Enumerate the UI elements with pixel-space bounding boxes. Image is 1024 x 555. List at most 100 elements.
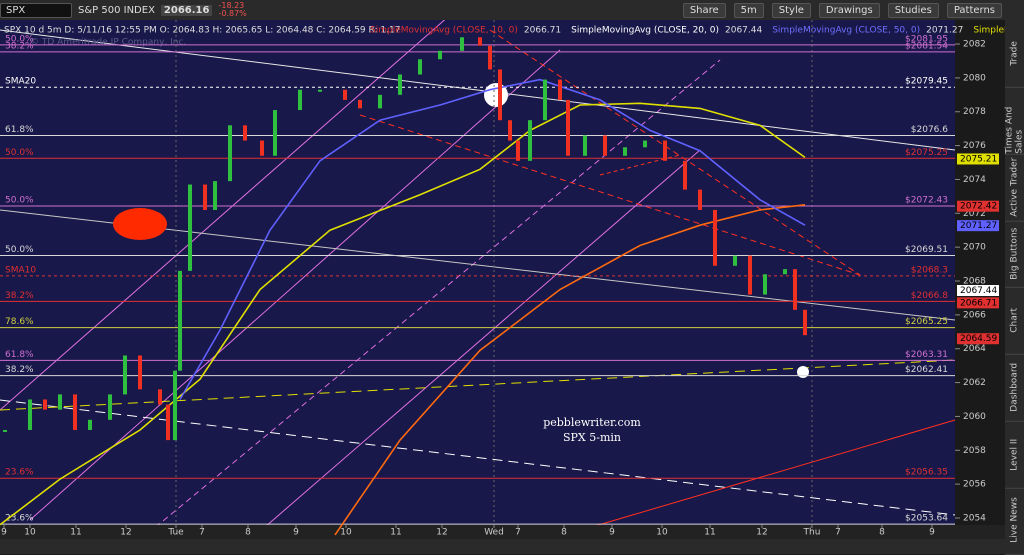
x-tick-label: 10 bbox=[340, 528, 352, 538]
candle bbox=[43, 399, 47, 410]
x-tick-label: 8 bbox=[879, 528, 885, 538]
price-badge-label: 2075.21 bbox=[960, 154, 997, 164]
level-label: $2062.41 bbox=[905, 365, 948, 375]
candle bbox=[123, 355, 127, 395]
candle bbox=[478, 37, 482, 46]
description: S&P 500 INDEX bbox=[78, 4, 155, 16]
x-tick-label: 11 bbox=[70, 528, 81, 538]
side-tab[interactable]: Big Buttons bbox=[1005, 220, 1024, 288]
study-name: SimpleMovingAvg (CLOSE, 50, 0) bbox=[772, 26, 920, 36]
candle bbox=[793, 269, 797, 310]
x-axis-bg bbox=[0, 525, 1005, 539]
level-label: $2075.25 bbox=[905, 148, 948, 158]
study-value: 2071.27 bbox=[926, 26, 963, 36]
x-tick-label: 9 bbox=[1, 528, 7, 538]
toolbar-button[interactable]: Share bbox=[682, 2, 726, 18]
toolbar-button[interactable]: Studies bbox=[887, 2, 939, 18]
level-label: $2079.45 bbox=[905, 77, 948, 87]
level-left-label: 23.6% bbox=[5, 514, 34, 524]
y-tick-label: 2058 bbox=[963, 446, 986, 456]
scrollbar[interactable] bbox=[0, 539, 1005, 554]
level-label: $2066.8 bbox=[911, 291, 948, 301]
moving-average bbox=[0, 102, 806, 526]
symbol[interactable]: SPX bbox=[0, 2, 72, 18]
level-left-label: 61.8% bbox=[5, 350, 34, 360]
level-label: $2068.3 bbox=[911, 265, 948, 275]
candle bbox=[398, 74, 402, 95]
candle bbox=[138, 355, 142, 390]
level-left-label: 78.6% bbox=[5, 317, 34, 327]
plot-bg bbox=[0, 20, 1005, 554]
candle bbox=[273, 110, 277, 156]
candle bbox=[158, 389, 162, 405]
candle bbox=[543, 79, 547, 121]
last: 2066.16 bbox=[160, 4, 213, 16]
side-tab[interactable]: Dashboard bbox=[1005, 353, 1024, 422]
toolbar-button[interactable]: Patterns bbox=[946, 2, 1002, 18]
x-tick-label: Wed bbox=[484, 528, 504, 538]
level-label: $2081.95 bbox=[905, 34, 948, 44]
side-tab[interactable]: Live News bbox=[1005, 487, 1024, 555]
x-tick-label: 12 bbox=[120, 528, 131, 538]
candle bbox=[516, 140, 520, 161]
level-label: $2076.6 bbox=[911, 125, 948, 135]
level-left-label: SMA20 bbox=[5, 77, 36, 87]
x-tick-label: 12 bbox=[756, 528, 767, 538]
candle bbox=[528, 120, 532, 161]
side-tab[interactable]: Trade bbox=[1005, 20, 1024, 88]
candle bbox=[683, 160, 687, 190]
level-left-label: SMA10 bbox=[5, 265, 36, 275]
level-label: $2081.54 bbox=[905, 41, 948, 51]
moving-average bbox=[179, 78, 806, 400]
y-tick-label: 2064 bbox=[963, 344, 986, 354]
x-tick-label: 10 bbox=[656, 528, 668, 538]
level-left-label: 50.0% bbox=[5, 196, 34, 206]
level-left-label: 38.2% bbox=[5, 291, 34, 301]
watermark: pebblewriter.com bbox=[543, 416, 641, 429]
price-badge-label: 2067.44 bbox=[960, 286, 997, 296]
candle bbox=[243, 125, 247, 141]
side-tab[interactable]: Level II bbox=[1005, 420, 1024, 489]
toolbar-button[interactable]: 5m bbox=[733, 2, 764, 18]
candle bbox=[173, 370, 177, 441]
side-tab[interactable]: Active Trader bbox=[1005, 153, 1024, 222]
candle bbox=[698, 189, 702, 210]
candle bbox=[498, 69, 502, 121]
quote: SPX 10 d 5m D: 5/11/16 12:55 PM O: 2064.… bbox=[4, 26, 400, 36]
y-tick-label: 2080 bbox=[963, 73, 986, 83]
candle bbox=[713, 209, 717, 266]
buttons: Share 5m Style Drawings Studies Patterns bbox=[682, 2, 1002, 18]
toolbar-button[interactable]: Style bbox=[771, 2, 811, 18]
study-value: 2067.44 bbox=[725, 26, 762, 36]
watermark: SPX 5-min bbox=[563, 431, 621, 444]
toolbar-button[interactable]: Drawings bbox=[818, 2, 880, 18]
candle bbox=[3, 429, 7, 432]
candle bbox=[566, 99, 570, 156]
side-tab[interactable]: Times And Sales bbox=[1005, 86, 1024, 155]
x-tick-label: Tue bbox=[167, 528, 184, 538]
candle bbox=[318, 89, 322, 92]
candle bbox=[803, 309, 807, 336]
candle bbox=[88, 419, 92, 430]
price-badge bbox=[957, 200, 999, 212]
level-label: $2056.35 bbox=[905, 468, 948, 478]
candle bbox=[763, 274, 767, 295]
y-tick-label: 2074 bbox=[963, 175, 986, 185]
level-left-label: 38.2% bbox=[5, 365, 34, 375]
x-tick-label: 9 bbox=[293, 528, 299, 538]
price-badge-label: 2072.42 bbox=[960, 202, 997, 212]
toolbar: SPX S&P 500 INDEX 2066.16 -18.23 -0.87% S… bbox=[0, 0, 1024, 20]
price-badge bbox=[957, 153, 999, 165]
level-label: $2065.25 bbox=[905, 317, 948, 327]
side-tab[interactable]: Chart bbox=[1005, 287, 1024, 355]
x-tick-label: 9 bbox=[929, 528, 935, 538]
candle bbox=[358, 99, 362, 109]
side-tabs: Trade Times And Sales Active Trader Big But… bbox=[1005, 20, 1024, 555]
y-tick-label: 2078 bbox=[963, 107, 986, 117]
candle bbox=[58, 394, 62, 410]
candle bbox=[298, 89, 302, 111]
x-tick-label: 8 bbox=[561, 528, 567, 538]
y-tick-label: 2054 bbox=[963, 513, 986, 523]
level-left-label: 50.0% bbox=[5, 245, 34, 255]
